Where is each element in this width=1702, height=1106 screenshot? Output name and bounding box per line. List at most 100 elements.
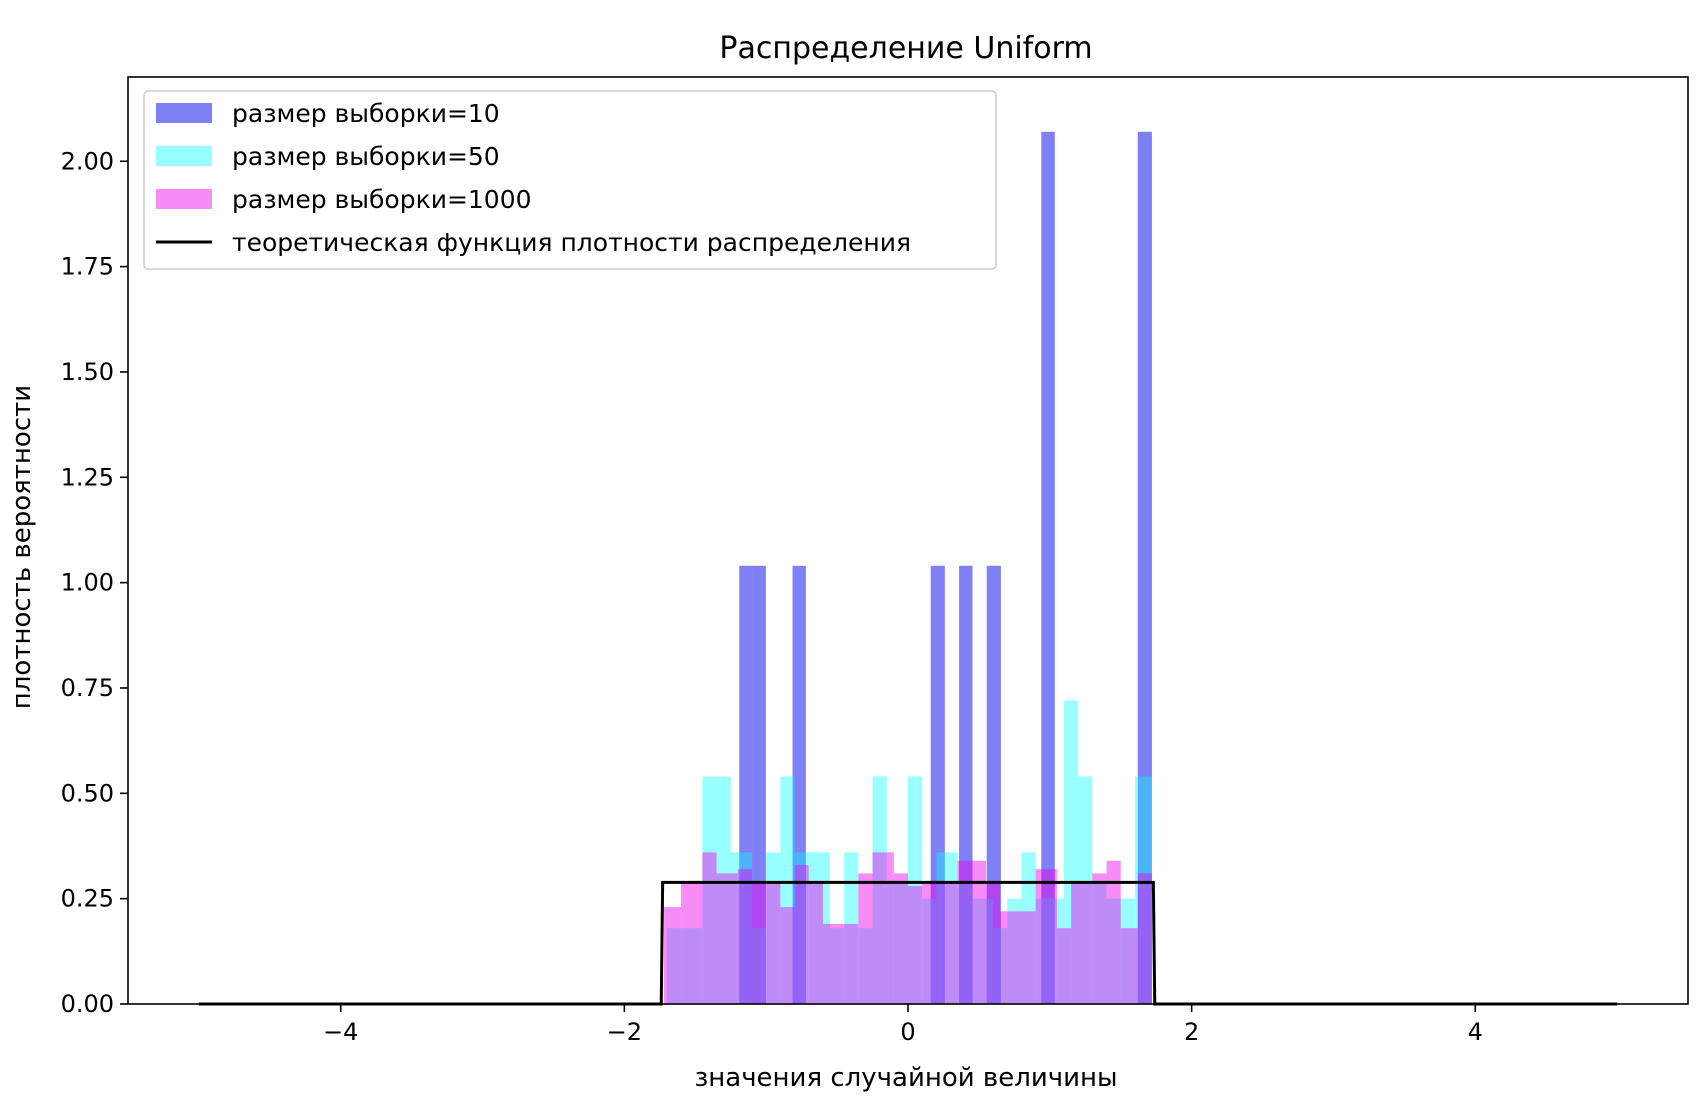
histogram-bar (858, 873, 873, 1004)
histogram-bar (844, 923, 859, 1004)
y-tick-label: 1.00 (61, 569, 114, 597)
histogram-bar (844, 852, 859, 1004)
legend-item: теоретическая функция плотности распреде… (156, 228, 911, 257)
histogram-bar (752, 881, 767, 1004)
histogram-bar (730, 852, 752, 1004)
y-axis-label: плотность вероятности (7, 385, 37, 709)
histogram-bar (752, 565, 766, 1004)
legend-label: размер выборки=50 (232, 142, 500, 171)
histogram-bar (752, 928, 767, 1004)
legend: размер выборки=10 размер выборки=50 размер… (143, 90, 997, 270)
histogram-bar (930, 565, 945, 1004)
histogram-bar (1021, 911, 1036, 1004)
y-tick-label: 2.00 (61, 147, 114, 175)
histogram-bar (780, 776, 795, 1004)
plot-area (127, 76, 1689, 1006)
x-tick-label: 0 (900, 1018, 915, 1046)
histogram-bar (1041, 131, 1055, 1004)
series-2-bars (666, 700, 1152, 1004)
histogram-bar (971, 898, 994, 1004)
histogram-bar (957, 860, 986, 1004)
y-tick-label: 0.00 (61, 990, 114, 1018)
x-axis: −4 −2 0 2 4 (323, 1004, 1483, 1046)
legend-box (143, 90, 997, 270)
histogram-bar (1071, 881, 1093, 1004)
histogram-bar (830, 928, 845, 1004)
legend-swatch (156, 189, 212, 209)
histogram-bar (872, 852, 894, 1004)
histogram-bar (716, 873, 738, 1004)
histogram-bar (780, 907, 795, 1004)
histogram-bar (986, 881, 1001, 1004)
histogram-bar (794, 852, 809, 1004)
histogram-bar (739, 565, 753, 1004)
histogram-bar (1056, 928, 1072, 1004)
histogram-bar (1092, 881, 1107, 1004)
x-tick-label: −4 (323, 1018, 358, 1046)
histogram-bar (957, 881, 972, 1004)
y-tick-label: 1.25 (61, 463, 114, 491)
legend-item: размер выборки=1000 (156, 185, 532, 214)
y-tick-label: 0.50 (61, 779, 114, 807)
histogram-bar (808, 881, 823, 1004)
histogram-bar (664, 907, 682, 1004)
histogram-bar (908, 886, 923, 1004)
histogram-bar (681, 881, 703, 1004)
histogram-bar (943, 881, 958, 1004)
histogram-bar (922, 881, 944, 1004)
histogram-bar (872, 776, 887, 1004)
histogram-bar (1106, 898, 1135, 1004)
histogram-bar (1106, 860, 1121, 1004)
histogram-bar (808, 852, 830, 1004)
x-tick-label: 4 (1468, 1018, 1483, 1046)
legend-label: теоретическая функция плотности распреде… (232, 228, 911, 257)
histogram-bar (1035, 869, 1057, 1004)
histogram-bar (792, 565, 806, 1004)
histogram-bar (1092, 873, 1107, 1004)
x-axis-label: значения случайной величины (694, 1063, 1117, 1093)
histogram-bar (666, 928, 682, 1004)
x-tick-label: −2 (607, 1018, 642, 1046)
legend-swatch (156, 103, 212, 123)
legend-item: размер выборки=10 (156, 99, 500, 128)
histogram-bar (1134, 776, 1152, 1004)
x-tick-label: 2 (1184, 1018, 1199, 1046)
histogram-bar (1021, 852, 1036, 1004)
histogram-bar (893, 873, 908, 1004)
chart-title: Распределение Uniform (719, 31, 1092, 66)
legend-label: размер выборки=10 (232, 99, 500, 128)
histogram-bar (1000, 911, 1022, 1004)
histogram-bar (1035, 898, 1064, 1004)
histogram-bar (681, 928, 703, 1004)
legend-label: размер выборки=1000 (232, 185, 532, 214)
legend-item: размер выборки=50 (156, 142, 500, 171)
y-tick-label: 0.25 (61, 885, 114, 913)
histogram-bar (794, 864, 809, 1004)
histogram-bar (702, 852, 717, 1004)
histogram-bar (858, 928, 873, 1004)
histogram-bar (766, 881, 781, 1004)
legend-swatch (156, 146, 212, 166)
histogram-bar (886, 881, 908, 1004)
histogram-bar (1120, 928, 1138, 1004)
histogram-bar (766, 852, 781, 1004)
histogram-bar (993, 928, 1008, 1004)
histogram-bar (1007, 898, 1022, 1004)
histogram-bar (1137, 131, 1152, 1004)
histogram-bar (1137, 873, 1152, 1004)
histogram-bar (936, 852, 958, 1004)
histogram-bar (959, 565, 973, 1004)
histogram-bar (702, 776, 731, 1004)
histogram-bar (737, 869, 752, 1004)
series-3-bars (664, 852, 1152, 1004)
y-tick-label: 1.50 (61, 358, 114, 386)
histogram-bar (1064, 700, 1079, 1004)
histogram-bar (922, 898, 937, 1004)
histogram-bar (986, 565, 1001, 1004)
histogram-bar (822, 923, 845, 1004)
y-tick-label: 1.75 (61, 253, 114, 281)
histogram-bar (1078, 776, 1093, 1004)
histogram-bar (908, 776, 923, 1004)
y-axis: 0.00 0.25 0.50 0.75 1.00 1.25 1.50 1.75 2.00 (61, 147, 128, 1018)
